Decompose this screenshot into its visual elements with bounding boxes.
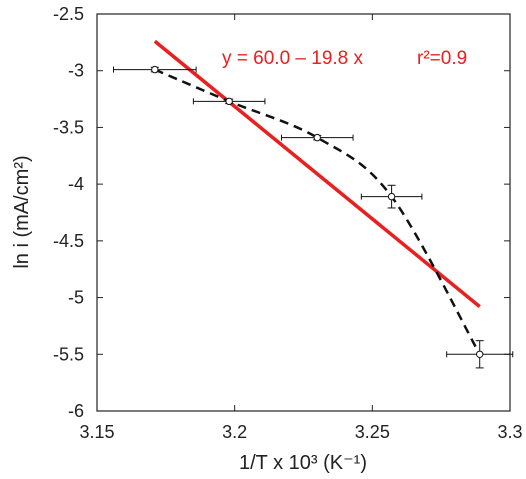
y-axis-title: ln i (mA/cm²)	[11, 155, 33, 268]
y-tick-label: -4.5	[53, 231, 84, 251]
data-point	[387, 192, 396, 201]
data-point	[225, 97, 233, 106]
data-point	[151, 65, 159, 74]
trend-line-dashed	[154, 68, 481, 355]
r-squared-label: r²=0.9	[417, 48, 467, 69]
data-point	[476, 350, 484, 358]
fit-line-layer	[153, 39, 481, 309]
fit-line	[153, 39, 481, 309]
y-axis-ticks: -2.5 -3 -3.5 -4 -4.5 -5 -5.5 -6	[53, 4, 510, 421]
y-tick-label: -4	[68, 174, 84, 194]
x-tick-label: 3.25	[355, 422, 390, 442]
x-tick-label: 3.2	[222, 422, 247, 442]
x-axis-title: 1/T x 10³ (K⁻¹)	[239, 452, 367, 474]
y-tick-label: -3.5	[53, 117, 84, 137]
data-point	[313, 133, 321, 142]
y-tick-label: -5	[68, 288, 84, 308]
plot-frame	[96, 13, 511, 412]
y-tick-label: -3	[68, 61, 84, 81]
x-axis-ticks: 3.15 3.2 3.25 3.3	[79, 14, 523, 442]
y-tick-label: -5.5	[53, 344, 84, 364]
y-tick-label: -2.5	[53, 4, 84, 24]
x-tick-label: 3.15	[79, 422, 114, 442]
x-tick-label: 3.3	[497, 422, 522, 442]
fit-equation-label: y = 60.0 – 19.8 x	[222, 48, 364, 69]
data-points-layer	[113, 65, 514, 369]
y-tick-label: -6	[68, 401, 84, 421]
